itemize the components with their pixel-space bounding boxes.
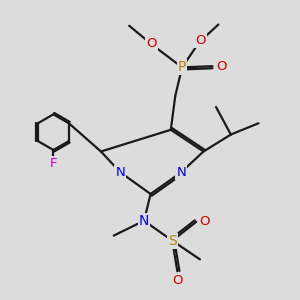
- Text: N: N: [139, 214, 149, 228]
- Text: O: O: [146, 38, 157, 50]
- Text: O: O: [172, 274, 183, 287]
- Text: F: F: [50, 157, 57, 170]
- Text: O: O: [200, 215, 210, 228]
- Text: S: S: [168, 234, 177, 248]
- Text: O: O: [195, 34, 206, 47]
- Text: N: N: [176, 166, 186, 179]
- Text: P: P: [178, 60, 186, 74]
- Text: O: O: [216, 60, 226, 73]
- Text: N: N: [116, 166, 125, 179]
